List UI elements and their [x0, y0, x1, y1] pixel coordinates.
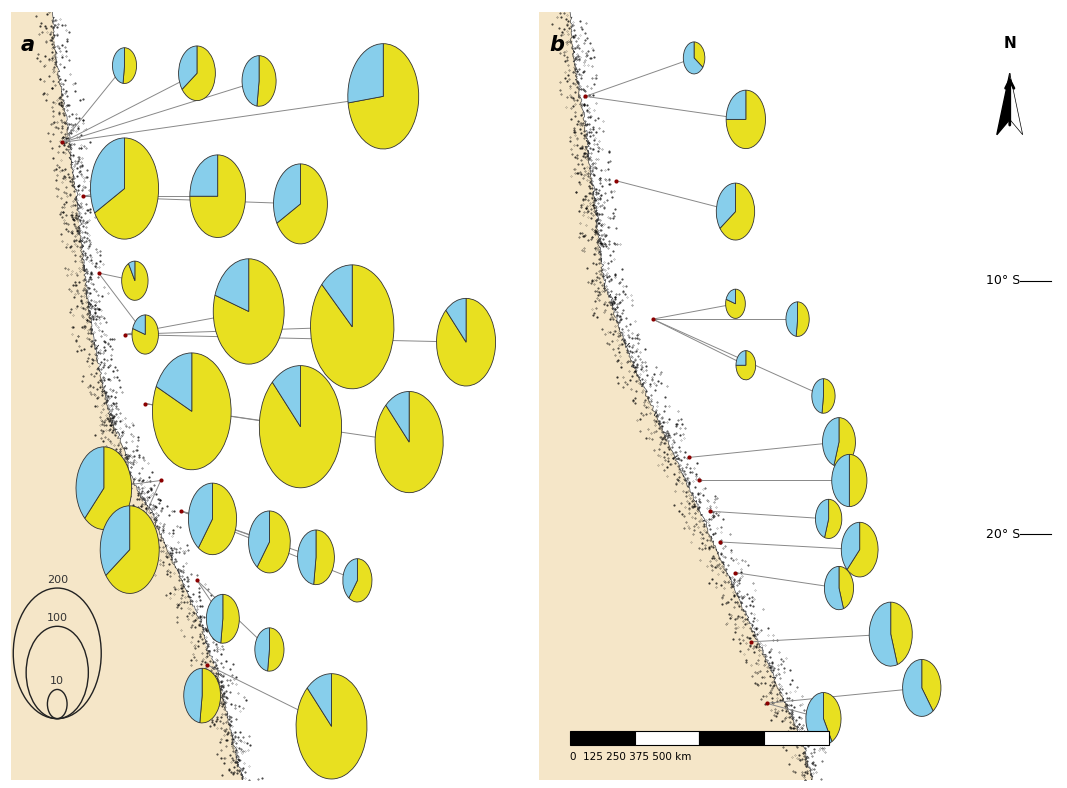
Wedge shape [182, 46, 216, 101]
Wedge shape [242, 56, 259, 106]
Wedge shape [834, 418, 856, 466]
Wedge shape [348, 43, 418, 149]
Wedge shape [189, 483, 212, 548]
Wedge shape [436, 299, 495, 386]
Wedge shape [123, 48, 137, 84]
Wedge shape [716, 183, 735, 229]
Wedge shape [841, 522, 860, 570]
Text: 10: 10 [50, 676, 64, 686]
Wedge shape [727, 289, 735, 304]
Text: N: N [1003, 36, 1016, 51]
Wedge shape [84, 447, 131, 530]
Wedge shape [825, 567, 844, 610]
Wedge shape [786, 302, 798, 336]
Wedge shape [100, 506, 130, 575]
Wedge shape [849, 455, 866, 507]
Wedge shape [376, 392, 443, 492]
Wedge shape [184, 668, 202, 723]
Wedge shape [870, 602, 897, 666]
Wedge shape [823, 418, 839, 465]
Wedge shape [156, 353, 192, 411]
Wedge shape [255, 628, 269, 671]
Polygon shape [11, 12, 243, 780]
Wedge shape [198, 483, 237, 555]
Wedge shape [386, 392, 409, 442]
Wedge shape [832, 455, 849, 507]
Wedge shape [259, 366, 341, 488]
Wedge shape [128, 261, 134, 281]
Wedge shape [190, 155, 218, 196]
Text: 0  125 250 375 500 km: 0 125 250 375 500 km [570, 752, 691, 762]
Wedge shape [298, 530, 316, 585]
Wedge shape [825, 500, 842, 538]
Wedge shape [122, 261, 148, 300]
Text: 20° S: 20° S [986, 528, 1020, 541]
Wedge shape [726, 289, 746, 318]
Wedge shape [815, 500, 829, 537]
Wedge shape [824, 693, 841, 742]
Wedge shape [206, 594, 223, 643]
Wedge shape [190, 155, 245, 237]
Wedge shape [296, 674, 367, 779]
Text: a: a [21, 35, 35, 55]
Wedge shape [91, 138, 125, 213]
Wedge shape [349, 559, 372, 602]
Wedge shape [343, 559, 357, 598]
Wedge shape [847, 522, 878, 577]
Wedge shape [694, 42, 705, 67]
Wedge shape [796, 302, 809, 336]
Wedge shape [683, 42, 703, 74]
Wedge shape [132, 315, 158, 354]
Wedge shape [720, 183, 754, 240]
Bar [699, 731, 764, 745]
Wedge shape [891, 602, 912, 664]
Wedge shape [272, 366, 301, 427]
Bar [570, 731, 635, 745]
Wedge shape [95, 138, 159, 239]
Wedge shape [76, 447, 103, 519]
Wedge shape [257, 511, 290, 573]
Wedge shape [307, 674, 332, 727]
Wedge shape [178, 46, 197, 89]
Wedge shape [221, 594, 239, 643]
Wedge shape [200, 668, 221, 723]
Polygon shape [997, 73, 1009, 135]
Text: 10° S: 10° S [986, 274, 1020, 287]
Wedge shape [214, 258, 249, 311]
Text: b: b [550, 35, 564, 55]
Bar [635, 731, 699, 745]
Wedge shape [310, 265, 394, 388]
Wedge shape [446, 299, 466, 342]
Wedge shape [112, 48, 125, 84]
Wedge shape [257, 56, 276, 106]
Polygon shape [1009, 73, 1022, 135]
Wedge shape [213, 258, 284, 364]
Polygon shape [539, 12, 813, 780]
Wedge shape [727, 90, 746, 120]
Wedge shape [132, 315, 145, 335]
Wedge shape [812, 379, 824, 413]
Wedge shape [348, 43, 383, 103]
Wedge shape [153, 353, 232, 470]
Wedge shape [903, 660, 933, 716]
Wedge shape [322, 265, 352, 327]
Wedge shape [922, 660, 941, 711]
Wedge shape [249, 511, 269, 567]
Wedge shape [806, 693, 832, 745]
Wedge shape [273, 164, 301, 223]
Bar [764, 731, 829, 745]
Wedge shape [727, 90, 765, 149]
Wedge shape [839, 567, 854, 608]
Text: 100: 100 [47, 613, 67, 623]
Wedge shape [106, 506, 159, 593]
Wedge shape [822, 379, 835, 413]
Text: 200: 200 [47, 575, 68, 585]
Wedge shape [314, 530, 334, 585]
Wedge shape [736, 351, 755, 380]
Wedge shape [736, 351, 746, 366]
Wedge shape [276, 164, 328, 244]
Wedge shape [268, 628, 284, 671]
